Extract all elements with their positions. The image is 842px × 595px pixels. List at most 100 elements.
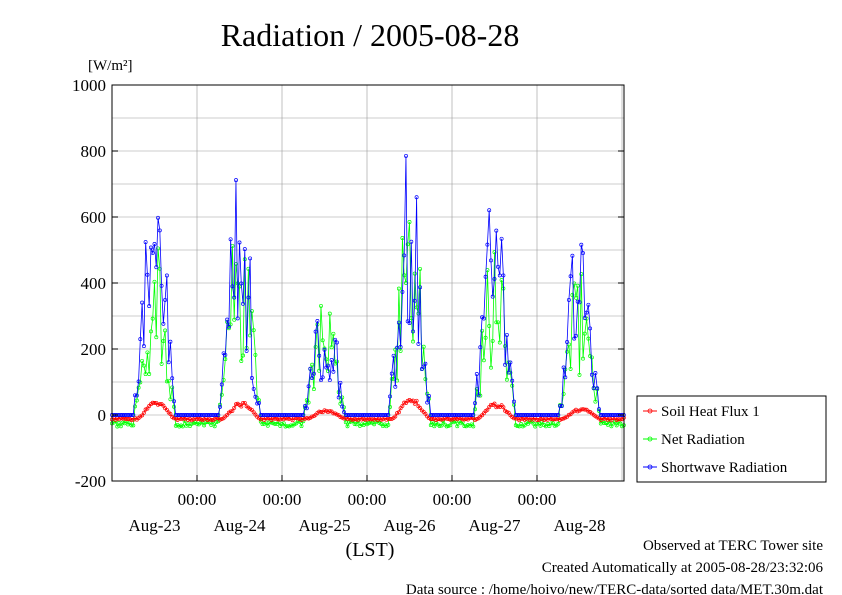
data-point xyxy=(533,424,538,429)
data-point xyxy=(342,410,346,415)
data-point xyxy=(154,335,159,340)
data-point xyxy=(172,399,176,404)
data-point xyxy=(156,246,160,251)
data-point xyxy=(483,335,488,340)
data-point xyxy=(237,240,242,245)
data-point xyxy=(327,311,332,316)
data-point xyxy=(143,372,148,377)
data-point xyxy=(141,344,146,349)
data-point xyxy=(504,377,509,382)
data-point xyxy=(163,297,168,302)
data-point xyxy=(295,413,300,417)
data-point xyxy=(271,421,276,426)
data-point xyxy=(503,362,508,367)
data-point xyxy=(161,403,166,408)
data-point xyxy=(489,365,493,370)
data-point xyxy=(561,365,566,370)
data-point xyxy=(538,417,543,421)
data-point xyxy=(575,299,580,304)
data-point xyxy=(379,417,384,422)
data-point xyxy=(334,412,339,417)
data-point xyxy=(136,385,141,390)
data-point xyxy=(134,398,139,403)
data-point xyxy=(145,406,150,411)
data-point xyxy=(506,410,511,415)
data-point xyxy=(570,293,575,297)
data-point xyxy=(134,393,139,398)
series-line xyxy=(112,155,624,416)
data-point xyxy=(149,329,153,334)
data-point xyxy=(432,424,437,429)
data-point xyxy=(419,367,424,371)
data-point xyxy=(550,417,555,422)
data-point xyxy=(556,413,561,417)
data-point xyxy=(317,353,322,358)
data-point xyxy=(212,424,217,429)
data-point xyxy=(535,421,539,426)
data-point xyxy=(563,375,568,380)
data-point xyxy=(157,402,162,407)
data-point xyxy=(140,413,145,418)
data-point xyxy=(354,422,359,427)
x-day-label: Aug-25 xyxy=(299,516,351,535)
data-point xyxy=(354,417,359,422)
data-point xyxy=(242,247,247,252)
data-point xyxy=(329,345,334,350)
data-point xyxy=(400,289,405,294)
series-net-radiation xyxy=(110,220,626,429)
data-point xyxy=(219,417,224,421)
data-point xyxy=(496,404,500,409)
data-point xyxy=(611,413,616,417)
data-point xyxy=(272,416,277,421)
data-point xyxy=(180,413,185,417)
footer-source: Data source : /home/hoivo/new/TERC-data/… xyxy=(406,582,824,595)
data-point xyxy=(372,422,377,427)
data-point xyxy=(331,369,336,374)
legend-box xyxy=(636,395,827,483)
data-point xyxy=(198,420,203,425)
data-point xyxy=(423,411,428,416)
data-point xyxy=(520,413,525,417)
data-point xyxy=(400,403,405,408)
data-point xyxy=(311,371,316,376)
data-point xyxy=(547,424,552,428)
data-point xyxy=(519,416,524,421)
data-point xyxy=(474,372,479,376)
data-point xyxy=(327,408,332,413)
data-point xyxy=(396,410,401,415)
data-point xyxy=(614,423,619,428)
data-point xyxy=(462,424,467,429)
data-point xyxy=(202,423,207,428)
data-point xyxy=(269,420,274,425)
data-point xyxy=(481,316,486,321)
data-point xyxy=(407,220,412,224)
data-point xyxy=(310,376,315,381)
data-point xyxy=(311,387,316,392)
footer-site: Observed at TERC Tower site xyxy=(643,538,823,554)
legend-entry: Shortwave Radiation xyxy=(643,460,788,476)
data-point xyxy=(582,316,587,320)
data-point xyxy=(510,378,515,383)
data-point xyxy=(480,328,485,333)
data-point xyxy=(430,417,435,422)
data-point xyxy=(326,369,330,373)
data-point xyxy=(272,413,277,417)
data-point xyxy=(586,409,591,414)
data-point xyxy=(131,413,136,417)
data-point xyxy=(327,378,332,383)
data-point xyxy=(581,251,585,256)
data-point xyxy=(350,417,355,422)
data-point xyxy=(527,413,532,417)
data-point xyxy=(496,264,500,269)
data-point xyxy=(195,421,199,426)
data-point xyxy=(368,417,373,422)
data-point xyxy=(460,413,465,417)
y-tick-label: 1000 xyxy=(72,76,106,95)
data-point xyxy=(210,413,215,417)
data-point xyxy=(418,266,423,271)
data-point xyxy=(120,413,125,417)
data-point xyxy=(232,405,237,410)
data-point xyxy=(430,413,435,417)
data-point xyxy=(310,362,315,367)
data-point xyxy=(168,339,173,344)
